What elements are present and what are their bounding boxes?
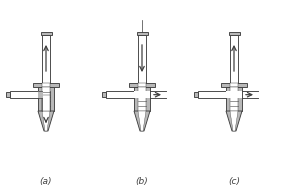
Bar [102, 92, 106, 97]
Bar [230, 87, 238, 111]
Bar [134, 87, 150, 111]
Text: (c): (c) [228, 177, 240, 186]
Bar [42, 87, 50, 111]
Text: (a): (a) [40, 177, 52, 186]
Bar [129, 83, 155, 87]
Bar [33, 83, 59, 87]
Bar [42, 83, 50, 87]
Bar [41, 32, 52, 35]
Bar [38, 91, 43, 98]
Bar [42, 95, 50, 111]
Bar [38, 87, 54, 111]
Bar [221, 83, 247, 87]
Bar [138, 87, 146, 111]
Bar [137, 32, 147, 35]
Bar [198, 91, 226, 98]
Bar [42, 35, 50, 83]
Bar [230, 83, 238, 87]
Bar [230, 35, 238, 83]
Bar [138, 35, 146, 83]
Bar [10, 91, 38, 98]
Bar [134, 91, 150, 98]
Bar [6, 92, 10, 97]
Polygon shape [138, 111, 146, 131]
Bar [226, 91, 242, 98]
Bar [106, 91, 134, 98]
Polygon shape [38, 111, 54, 131]
Polygon shape [134, 111, 150, 131]
Bar [138, 83, 146, 87]
Bar [194, 92, 198, 97]
Polygon shape [226, 111, 242, 131]
Polygon shape [42, 111, 50, 131]
Text: (b): (b) [136, 177, 148, 186]
Bar [226, 87, 242, 111]
Polygon shape [230, 111, 238, 131]
Bar [228, 32, 240, 35]
